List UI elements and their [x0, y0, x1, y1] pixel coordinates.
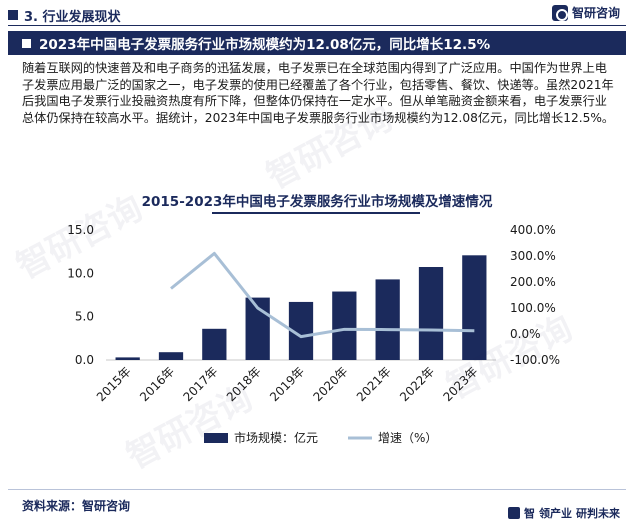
right-axis-tick-label: 0.0%: [510, 327, 541, 341]
right-axis-tick-label: 200.0%: [510, 275, 556, 289]
top-divider: [8, 25, 626, 26]
section-label: 3. 行业发展现状: [24, 9, 121, 25]
legend-bar-label: 市场规模：亿元: [234, 430, 318, 445]
x-tick-label: 2019年: [267, 364, 307, 404]
x-tick-label: 2020年: [310, 364, 350, 404]
brand-name: 智研咨询: [571, 6, 620, 20]
bar: [418, 267, 444, 360]
banner-square-icon: [22, 38, 31, 48]
bar: [462, 255, 487, 360]
brand-bottom-right: 研判未来: [576, 507, 620, 520]
right-axis-tick-label: 400.0%: [510, 223, 556, 237]
bar: [332, 291, 357, 360]
brand-logo-icon: [551, 4, 568, 21]
brand-bottom-logo-icon: [508, 507, 520, 519]
bar: [202, 328, 227, 360]
chart-title-underline: [212, 212, 420, 214]
growth-line: [170, 251, 475, 339]
x-tick-label: 2017年: [180, 364, 220, 404]
footer-divider: [8, 489, 626, 490]
right-axis-tick-label: 300.0%: [510, 249, 556, 263]
headline-banner: 2023年中国电子发票服务行业市场规模约为12.08亿元，同比增长12.5%: [8, 31, 626, 55]
x-tick-label: 2021年: [354, 364, 394, 404]
brand-bottom: 智 领产业 研判未来: [508, 505, 620, 521]
chart-svg: 0.0 5.0 10.0 15.0 -100.0% 0.0% 100.0% 200.0% 300…: [67, 223, 560, 445]
section-title: 3. 行业发展现状: [8, 6, 121, 25]
left-axis-tick-label: 5.0: [75, 310, 94, 324]
legend-line-label: 增速（%）: [378, 431, 437, 445]
bar: [375, 279, 400, 360]
legend-bar-swatch: [204, 433, 228, 443]
body-paragraph: 随着互联网的快速普及和电子商务的迅猛发展，电子发票已在全球范围内得到了广泛应用。…: [22, 61, 615, 125]
chart-container: 0.0 5.0 10.0 15.0 -100.0% 0.0% 100.0% 200.0% 300…: [8, 166, 626, 476]
right-axis-tick-label: -100.0%: [510, 353, 560, 367]
top-header: 3. 行业发展现状 智研咨询: [0, 0, 634, 30]
brand-top: 智研咨询: [551, 4, 620, 21]
x-tick-label: 2018年: [224, 364, 264, 404]
x-tick-label: 2015年: [94, 364, 134, 404]
x-tick-label: 2023年: [440, 364, 480, 404]
brand-bottom-left: 智: [524, 507, 535, 520]
left-axis-tick-label: 10.0: [67, 266, 94, 280]
right-axis-tick-label: 100.0%: [510, 301, 556, 315]
brand-bottom-mid: 领产业: [539, 507, 572, 520]
x-tick-label: 2016年: [137, 364, 177, 404]
bar: [115, 357, 140, 360]
banner-text: 2023年中国电子发票服务行业市场规模约为12.08亿元，同比增长12.5%: [39, 37, 491, 53]
left-axis-tick-label: 0.0: [75, 353, 94, 367]
left-axis-tick-label: 15.0: [67, 223, 94, 237]
bar: [158, 352, 184, 360]
source-text: 资料来源：智研咨询: [22, 499, 131, 513]
x-tick-label: 2022年: [397, 364, 437, 404]
chart-title: 2015-2023年中国电子发票服务行业市场规模及增速情况: [141, 194, 493, 210]
section-square-icon: [8, 10, 18, 20]
